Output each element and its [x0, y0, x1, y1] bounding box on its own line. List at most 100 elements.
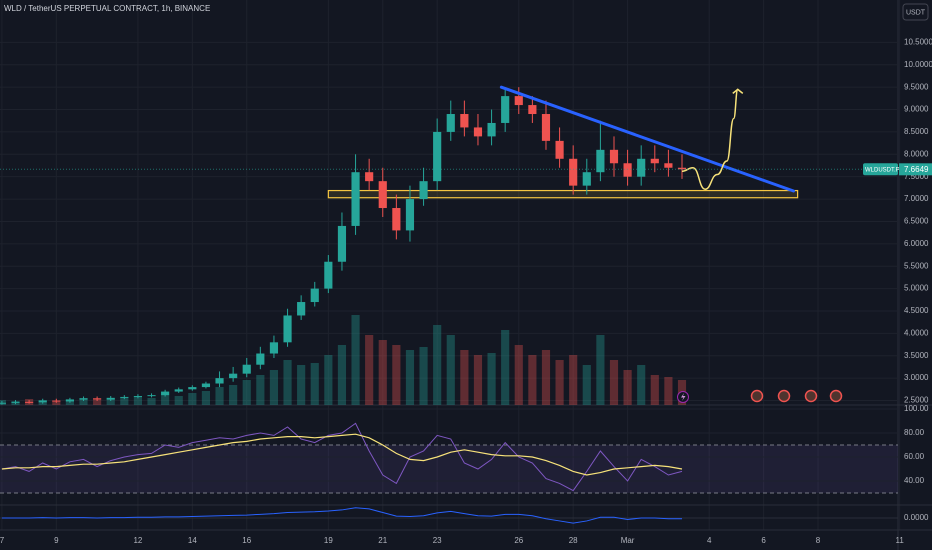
volume-bar [147, 398, 156, 405]
x-tick-label: 4 [707, 536, 712, 545]
y-tick-label: 9.0000 [904, 105, 929, 114]
candle-body [229, 373, 238, 379]
candle-body [405, 199, 415, 231]
candle-body [38, 400, 47, 403]
x-tick-label: 23 [433, 536, 442, 545]
volume-bar [52, 401, 61, 405]
candle-body [569, 158, 578, 186]
rsi-tick-label: 80.00 [904, 428, 925, 437]
macd-line [1, 507, 683, 524]
candle-body [337, 225, 347, 262]
volume-bar [528, 355, 537, 405]
candle-body [582, 172, 591, 186]
x-tick-label: 26 [514, 536, 523, 545]
projection-path [681, 88, 739, 190]
x-tick-label: 21 [378, 536, 387, 545]
trendline [499, 85, 796, 193]
macd-tick-label: 0.0000 [904, 513, 929, 522]
y-tick-label: 8.5000 [904, 127, 929, 136]
x-tick-label: 28 [569, 536, 578, 545]
candle-body [25, 401, 34, 403]
x-tick-label: 7 [0, 536, 5, 545]
last-price-box [899, 163, 932, 176]
volume-bar [0, 400, 6, 405]
candle-body [514, 96, 523, 106]
rsi-ma-line [1, 433, 683, 476]
candle-body [0, 402, 6, 404]
last-price-value: 7.6649 [904, 165, 929, 174]
chart-title: WLD / TetherUS PERPETUAL CONTRACT, 1h, B… [4, 4, 210, 13]
candle-body [79, 398, 88, 400]
y-tick-label: 3.0000 [904, 373, 929, 382]
candle-body [650, 158, 659, 164]
lightning-glyph [681, 393, 686, 401]
volume-bar [174, 396, 183, 405]
x-tick-label: 11 [895, 536, 904, 545]
volume-bar [351, 315, 360, 405]
event-icon[interactable] [750, 389, 764, 403]
volume-bar [242, 380, 251, 405]
volume-bar [120, 398, 129, 405]
candle-body [269, 342, 279, 354]
rsi-tick-label: 60.00 [904, 452, 925, 461]
volume-bar [106, 399, 115, 405]
candle-body [201, 383, 211, 388]
rsi-tick-label: 100.00 [904, 404, 929, 413]
candle-body [133, 396, 143, 398]
volume-bar [365, 335, 374, 405]
candle-body [215, 378, 224, 384]
candle-body [460, 114, 469, 128]
candle-body [11, 401, 20, 403]
volume-bar [215, 387, 224, 405]
y-tick-label: 3.5000 [904, 351, 929, 360]
candle-body [677, 167, 687, 170]
candle-body [487, 122, 496, 137]
candle-body [242, 364, 251, 374]
candle-body [52, 400, 61, 402]
last-price-name: WLDUSDT.P [865, 167, 900, 173]
volume-bar [405, 350, 415, 405]
rsi-tick-label: 40.00 [904, 476, 925, 485]
candle-body [446, 114, 455, 132]
candle-body [541, 114, 551, 141]
volume-bar [324, 355, 333, 405]
x-tick-label: 6 [761, 536, 766, 545]
x-tick-label: 19 [324, 536, 333, 545]
volume-bar [609, 360, 619, 405]
event-icon[interactable] [829, 389, 843, 403]
volume-bar [460, 350, 469, 405]
volume-bar [514, 345, 523, 405]
volume-bar [569, 355, 578, 405]
candle-body [609, 149, 619, 164]
candle-body [256, 353, 265, 365]
candle-body [378, 181, 387, 209]
y-tick-label: 4.0000 [904, 328, 929, 337]
volume-bar [664, 377, 673, 405]
volume-bar [582, 365, 591, 405]
volume-bar [79, 398, 88, 405]
y-tick-label: 9.5000 [904, 82, 929, 91]
candle-body [324, 261, 333, 289]
candle-body [392, 208, 401, 231]
candle-body [93, 398, 102, 400]
candle-body [433, 131, 442, 182]
volume-bar [229, 385, 238, 405]
y-tick-label: 6.0000 [904, 239, 929, 248]
x-tick-label: Mar [621, 536, 635, 545]
currency-label[interactable]: USDT [906, 9, 926, 16]
candle-body [297, 302, 306, 316]
volume-bar [310, 363, 319, 405]
y-tick-label: 6.5000 [904, 217, 929, 226]
candle-body [528, 105, 537, 115]
volume-bar [392, 345, 401, 405]
last-price-tag [863, 163, 898, 176]
currency-button[interactable] [902, 3, 929, 21]
event-icon[interactable] [804, 389, 818, 403]
x-tick-label: 9 [54, 536, 59, 545]
event-icon[interactable] [777, 389, 791, 403]
y-tick-label: 4.5000 [904, 306, 929, 315]
volume-bar [93, 400, 102, 405]
